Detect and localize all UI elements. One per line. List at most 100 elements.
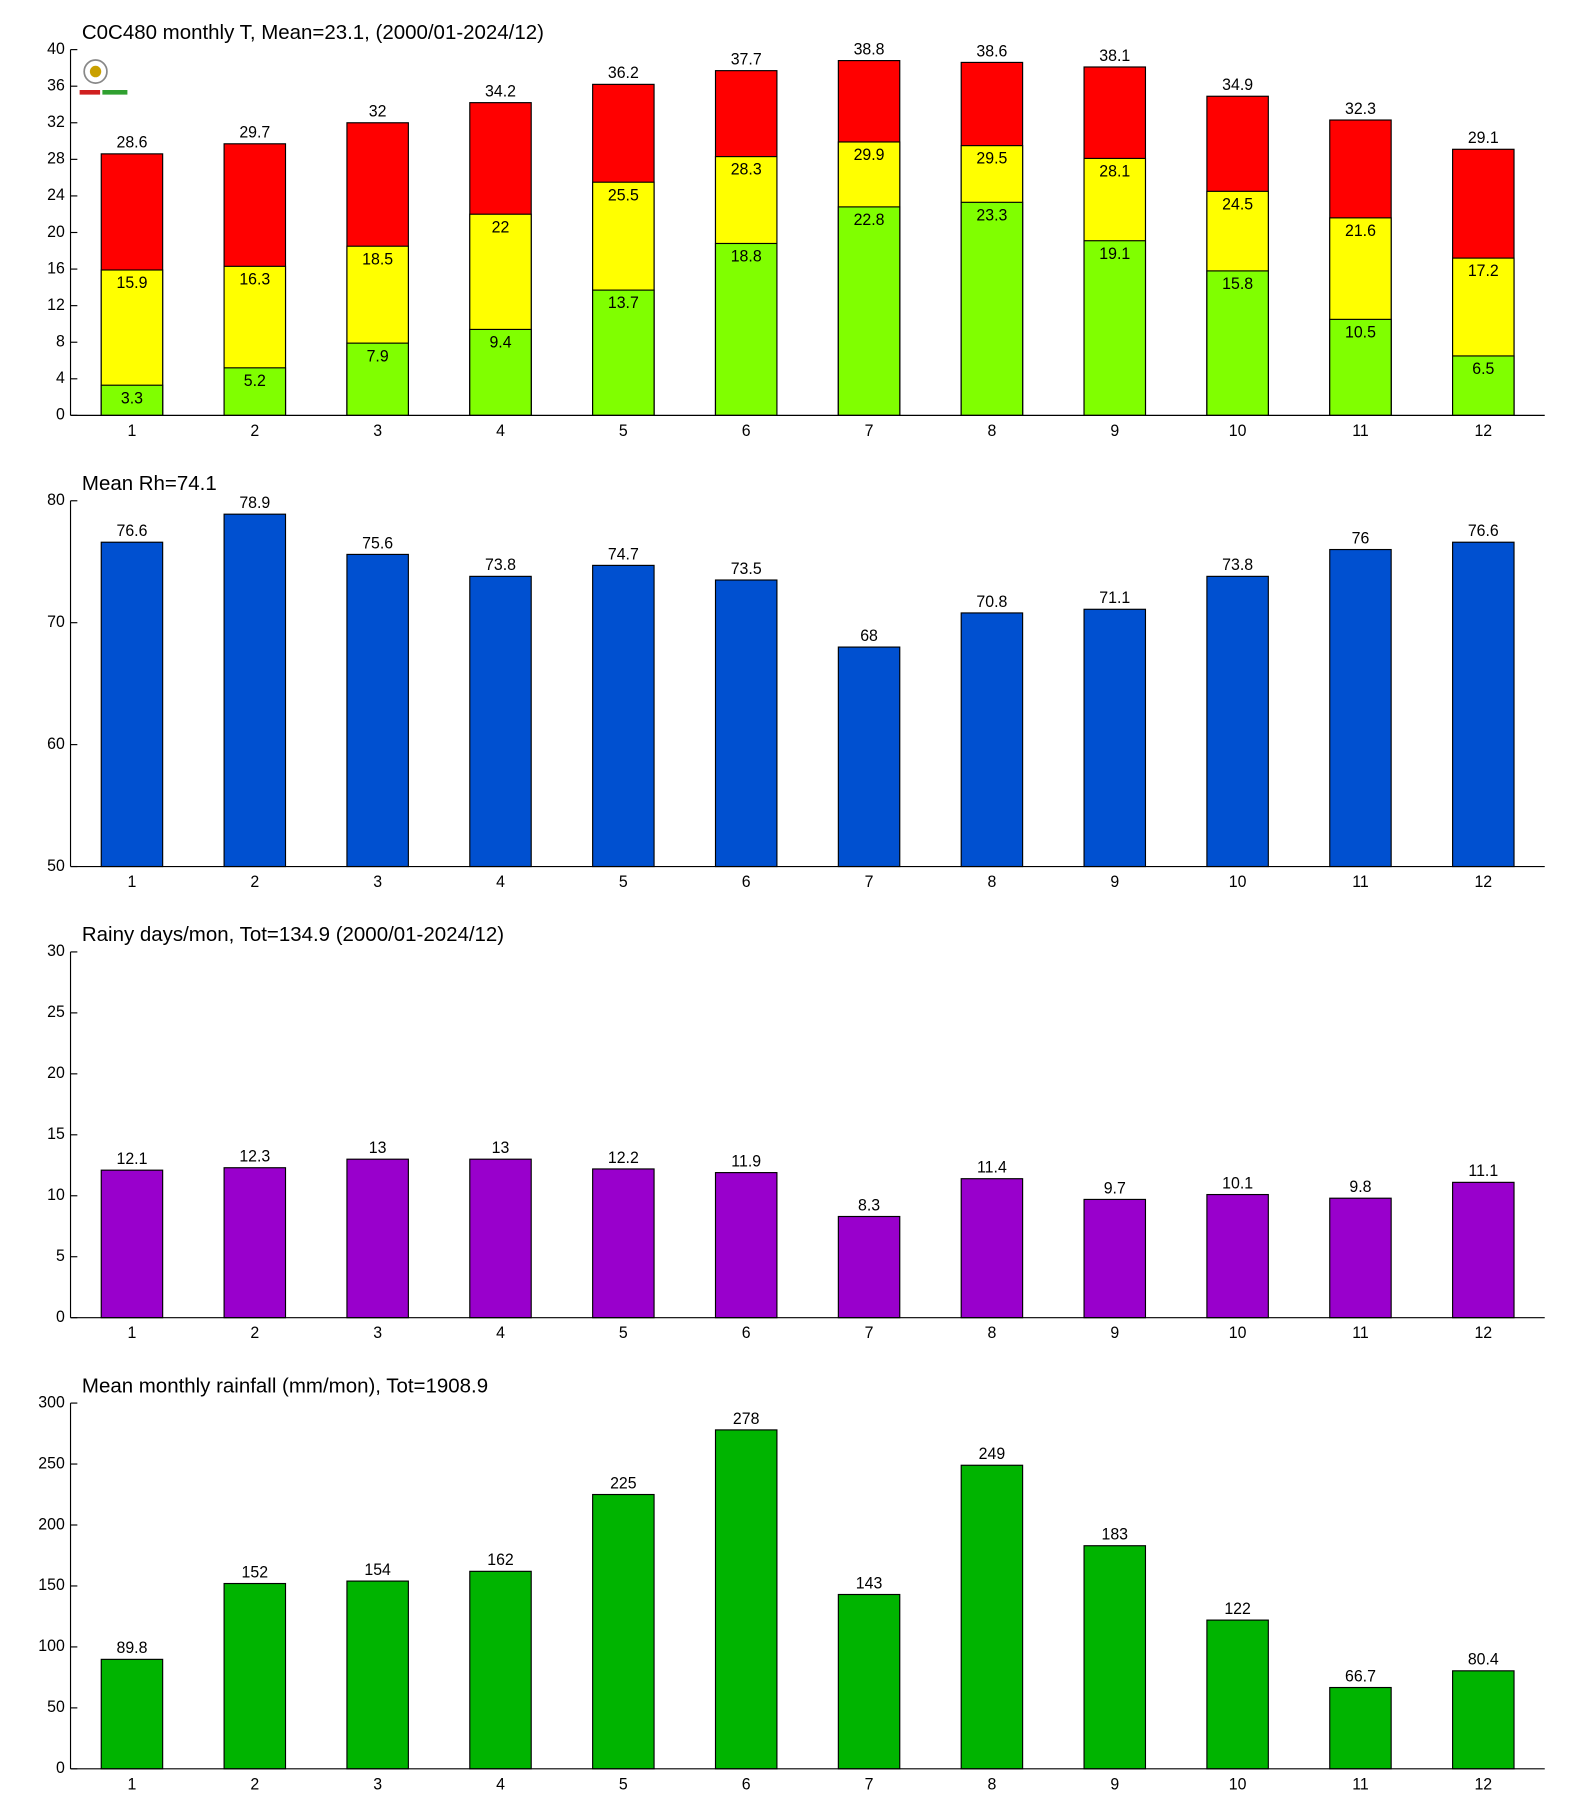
x-tick-label: 2 <box>250 1324 259 1342</box>
x-tick-label: 5 <box>619 1775 628 1793</box>
bar <box>714 242 778 416</box>
y-tick-label: 70 <box>47 613 65 631</box>
value-label: 25.5 <box>608 186 639 204</box>
y-tick-label: 100 <box>38 1637 65 1655</box>
x-tick-label: 10 <box>1229 422 1247 440</box>
x-tick-label: 3 <box>373 873 382 891</box>
value-label: 183 <box>1101 1526 1128 1544</box>
y-tick-label: 10 <box>47 1186 65 1204</box>
value-label: 12.1 <box>116 1150 147 1168</box>
bar <box>1329 1197 1392 1319</box>
x-tick-label: 3 <box>373 422 382 440</box>
bar <box>1452 1670 1515 1770</box>
x-tick-label: 7 <box>865 873 874 891</box>
value-label: 70.8 <box>976 593 1007 611</box>
value-label: 89.8 <box>116 1639 147 1657</box>
value-label: 68 <box>860 627 878 645</box>
value-label: 73.8 <box>1222 556 1253 574</box>
y-tick-label: 15 <box>47 1125 65 1143</box>
y-tick-label: 40 <box>47 40 65 58</box>
value-label: 9.8 <box>1349 1178 1371 1196</box>
value-label: 9.4 <box>489 333 511 351</box>
x-tick-label: 3 <box>373 1324 382 1342</box>
x-tick-label: 2 <box>250 873 259 891</box>
y-tick-label: 24 <box>47 186 65 204</box>
value-label: 28.3 <box>731 161 762 179</box>
x-tick-label: 8 <box>987 873 996 891</box>
y-tick-label: 30 <box>47 942 65 960</box>
value-label: 29.1 <box>1468 129 1499 147</box>
x-tick-label: 7 <box>865 1324 874 1342</box>
x-tick-label: 11 <box>1352 422 1369 440</box>
value-label: 32.3 <box>1345 100 1376 118</box>
bar <box>1083 608 1147 868</box>
value-label: 11.1 <box>1468 1162 1498 1180</box>
bar <box>714 1172 778 1319</box>
x-tick-label: 1 <box>128 1775 137 1793</box>
y-tick-label: 150 <box>38 1576 65 1594</box>
value-label: 22 <box>492 218 510 236</box>
bar <box>1206 1619 1269 1770</box>
x-tick-label: 1 <box>128 422 137 440</box>
y-tick-label: 4 <box>56 369 65 387</box>
value-label: 17.2 <box>1468 262 1499 280</box>
y-tick-label: 300 <box>38 1393 65 1411</box>
y-tick-label: 36 <box>47 76 65 94</box>
bar <box>592 564 655 868</box>
bar <box>592 289 655 416</box>
x-tick-label: 2 <box>250 422 259 440</box>
x-tick-label: 3 <box>373 1775 382 1793</box>
y-tick-label: 0 <box>56 406 65 424</box>
value-label: 8.3 <box>858 1196 880 1214</box>
x-tick-label: 12 <box>1474 873 1492 891</box>
value-label: 76.6 <box>116 522 147 540</box>
bar <box>346 553 409 868</box>
value-label: 16.3 <box>239 270 270 288</box>
logo <box>79 59 128 95</box>
x-tick-label: 10 <box>1229 1324 1247 1342</box>
value-label: 10.1 <box>1222 1174 1253 1192</box>
value-label: 7.9 <box>367 347 389 365</box>
y-tick-label: 5 <box>56 1247 65 1265</box>
value-label: 23.3 <box>976 206 1007 224</box>
bar <box>1206 270 1269 416</box>
bar <box>100 541 164 868</box>
value-label: 38.6 <box>976 42 1007 60</box>
value-label: 32 <box>369 103 387 121</box>
value-label: 34.9 <box>1222 76 1253 94</box>
value-label: 225 <box>610 1474 637 1492</box>
y-tick-label: 12 <box>47 296 65 314</box>
bar <box>837 646 901 868</box>
y-tick-label: 200 <box>38 1515 65 1533</box>
x-tick-label: 4 <box>496 1775 505 1793</box>
value-label: 34.2 <box>485 82 516 100</box>
bar <box>592 1493 655 1770</box>
bar <box>1452 541 1515 868</box>
value-label: 13.7 <box>608 294 639 312</box>
value-label: 29.7 <box>239 124 270 142</box>
x-tick-label: 6 <box>742 873 751 891</box>
x-tick-label: 12 <box>1474 422 1492 440</box>
bar <box>714 1429 778 1770</box>
x-tick-label: 10 <box>1229 873 1247 891</box>
value-label: 15.8 <box>1222 275 1253 293</box>
bar <box>100 1169 164 1319</box>
chart-title: Rainy days/mon, Tot=134.9 (2000/01-2024/… <box>82 923 504 946</box>
x-tick-label: 4 <box>496 1324 505 1342</box>
value-label: 75.6 <box>362 534 393 552</box>
value-label: 38.8 <box>854 40 885 58</box>
value-label: 18.8 <box>731 247 762 265</box>
x-tick-label: 9 <box>1110 873 1119 891</box>
bar <box>1452 1181 1515 1319</box>
x-tick-label: 8 <box>987 422 996 440</box>
value-label: 3.3 <box>121 389 143 407</box>
bar <box>346 342 409 416</box>
y-tick-label: 50 <box>47 1698 65 1716</box>
bar <box>1083 240 1147 416</box>
bar <box>1206 575 1269 868</box>
value-label: 12.2 <box>608 1149 639 1167</box>
value-label: 122 <box>1224 1600 1251 1618</box>
value-label: 11.4 <box>977 1158 1007 1176</box>
x-tick-label: 9 <box>1110 1775 1119 1793</box>
bar <box>1329 548 1392 868</box>
